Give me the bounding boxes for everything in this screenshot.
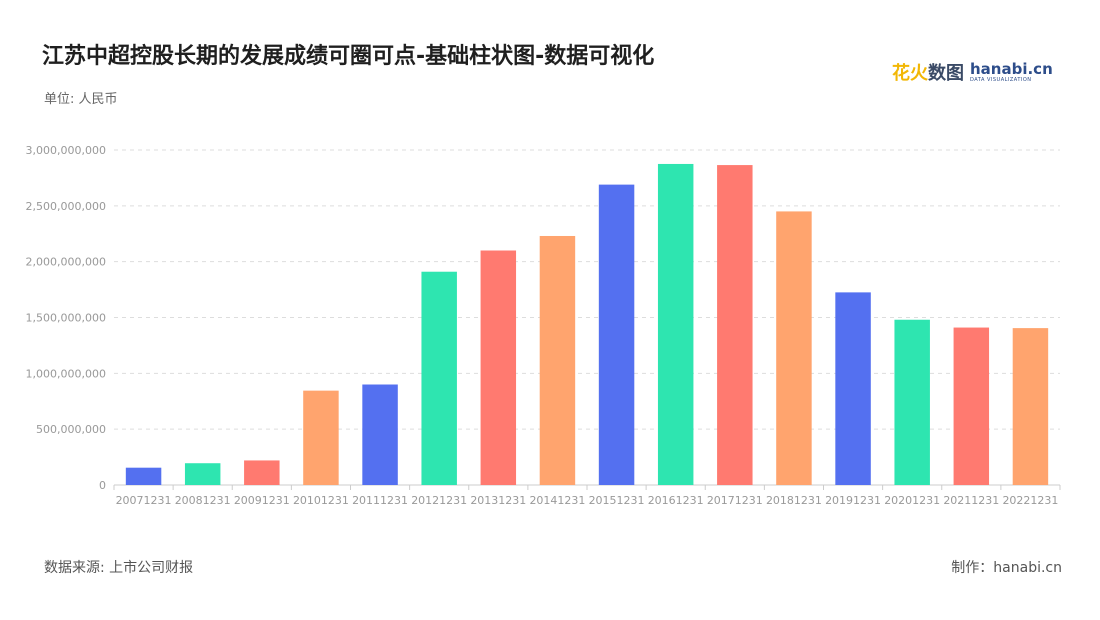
y-tick-label: 2,000,000,000 xyxy=(26,256,106,269)
y-tick-label: 0 xyxy=(99,479,106,492)
bar xyxy=(184,463,221,485)
x-tick-label: 20081231 xyxy=(175,494,231,507)
x-tick-label: 20131231 xyxy=(470,494,526,507)
unit-label: 单位: 人民币 xyxy=(44,92,118,107)
x-tick-label: 20071231 xyxy=(116,494,172,507)
logo-en: hanabi.cn xyxy=(970,59,1053,78)
bar xyxy=(480,250,517,485)
bar xyxy=(244,460,280,485)
y-tick-label: 2,500,000,000 xyxy=(26,200,106,213)
x-tick-label: 20091231 xyxy=(234,494,290,507)
bar xyxy=(1012,328,1049,485)
x-tick-label: 20171231 xyxy=(707,494,763,507)
bar xyxy=(776,211,812,485)
x-tick-label: 20181231 xyxy=(766,494,822,507)
bar xyxy=(953,327,990,485)
bar xyxy=(421,271,457,485)
x-tick-label: 20211231 xyxy=(943,494,999,507)
logo-en-wrap: hanabi.cn DATA VISUALIZATION xyxy=(970,59,1053,83)
bar xyxy=(125,467,162,485)
bar xyxy=(362,384,398,485)
x-tick-label: 20121231 xyxy=(411,494,467,507)
bar xyxy=(894,319,930,485)
data-source: 数据来源: 上市公司财报 xyxy=(44,560,194,576)
x-tick-label: 20161231 xyxy=(648,494,704,507)
credit: 制作：hanabi.cn xyxy=(951,560,1062,576)
bar xyxy=(717,165,753,485)
x-tick-label: 20141231 xyxy=(529,494,585,507)
bar xyxy=(539,235,576,485)
x-tick-label: 20201231 xyxy=(884,494,940,507)
bar xyxy=(657,163,694,486)
y-tick-label: 1,000,000,000 xyxy=(26,367,106,380)
chart-title: 江苏中超控股长期的发展成绩可圈可点-基础柱状图-数据可视化 xyxy=(42,44,655,69)
logo-cn: 花火数图 xyxy=(892,59,964,85)
x-tick-label: 20191231 xyxy=(825,494,881,507)
y-tick-label: 500,000,000 xyxy=(36,423,106,436)
y-tick-label: 3,000,000,000 xyxy=(26,144,106,157)
logo-cn-part1: 花火 xyxy=(892,63,928,84)
bar xyxy=(303,390,339,485)
x-tick-label: 20111231 xyxy=(352,494,408,507)
x-tick-label: 20221231 xyxy=(1002,494,1058,507)
bar xyxy=(835,292,871,485)
x-tick-label: 20101231 xyxy=(293,494,349,507)
x-tick-label: 20151231 xyxy=(589,494,645,507)
logo-cn-part2: 数图 xyxy=(928,63,964,84)
logo-sub: DATA VISUALIZATION xyxy=(970,76,1032,83)
brand-logo: 花火数图 hanabi.cn DATA VISUALIZATION xyxy=(892,58,1053,86)
bar xyxy=(598,184,635,485)
y-tick-label: 1,500,000,000 xyxy=(26,312,106,325)
